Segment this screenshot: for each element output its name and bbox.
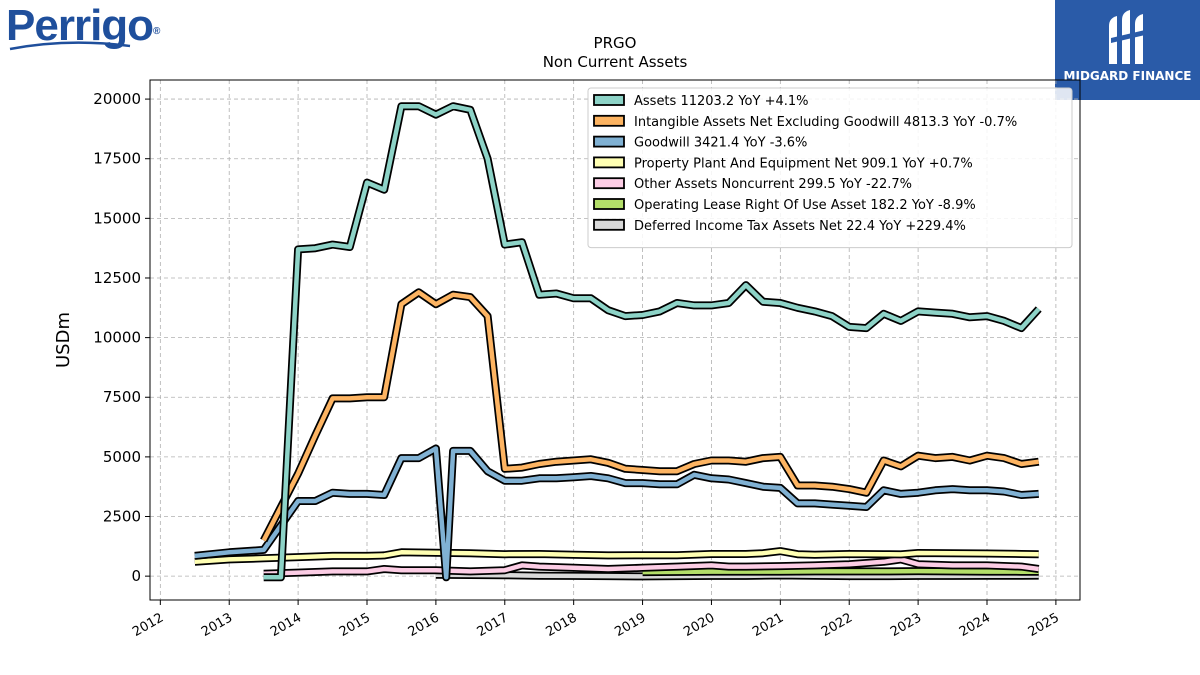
legend-label: Deferred Income Tax Assets Net 22.4 YoY …	[634, 219, 966, 234]
midgard-logo-text: MIDGARD FINANCE	[1063, 69, 1192, 83]
perrigo-swoosh-icon	[9, 41, 131, 51]
midgard-mark-icon	[1109, 10, 1145, 64]
x-tick-label: 2018	[544, 610, 580, 640]
legend-swatch	[593, 135, 625, 148]
chart-title: PRGO	[594, 34, 637, 52]
x-tick-label: 2017	[475, 610, 511, 640]
y-tick-label: 0	[131, 567, 141, 585]
registered-mark: ®	[153, 26, 160, 37]
series-line-assets	[263, 103, 1041, 580]
chart-subtitle: Non Current Assets	[543, 53, 688, 71]
y-tick-label: 7500	[103, 388, 141, 406]
legend-swatch	[593, 177, 625, 190]
legend-label: Operating Lease Right Of Use Asset 182.2…	[634, 198, 976, 213]
y-tick-label: 2500	[103, 508, 141, 526]
x-tick-label: 2015	[337, 610, 373, 640]
x-tick-label: 2014	[268, 610, 304, 640]
y-axis-label: USDm	[53, 312, 74, 368]
y-tick-label: 12500	[93, 269, 141, 287]
legend-label: Intangible Assets Net Excluding Goodwill…	[634, 115, 1017, 130]
legend-swatch	[593, 198, 625, 210]
y-tick-label: 17500	[93, 150, 141, 168]
x-tick-label: 2022	[819, 610, 855, 640]
y-tick-label: 20000	[93, 90, 141, 108]
legend-label: Other Assets Noncurrent 299.5 YoY -22.7%	[634, 177, 912, 192]
legend-swatch	[593, 156, 625, 169]
series-line-intangible-assets-net-excluding-goodwill	[261, 290, 1039, 542]
plot-frame	[149, 79, 1081, 601]
x-tick-label: 2020	[681, 610, 717, 640]
series-line-operating-lease-right-of-use-asset	[642, 568, 1039, 575]
x-tick-label: 2012	[130, 610, 166, 640]
legend-label: Property Plant And Equipment Net 909.1 Y…	[634, 156, 973, 171]
midgard-finance-logo: MIDGARD FINANCE	[1055, 0, 1200, 100]
x-tick-label: 2024	[957, 610, 993, 640]
legend-label: Goodwill 3421.4 YoY -3.6%	[634, 136, 807, 151]
y-axis: 0 2500 5000 7500 10000 12500 15000 17500 20000	[93, 90, 150, 585]
legend: Assets 11203.2 YoY +4.1% Intangible Asset…	[587, 87, 1073, 249]
series-line-deferred-income-tax-assets-net	[435, 572, 1039, 579]
x-tick-label: 2021	[750, 610, 786, 640]
x-axis: 2012 2013 2014 2015 2016 2017 2018 2019 2020 2021…	[130, 600, 1062, 640]
x-tick-label: 2013	[199, 610, 235, 640]
x-tick-label: 2016	[406, 610, 442, 640]
legend-swatch	[593, 114, 625, 127]
series-outline-intangible-assets-net-excluding-goodwill	[260, 288, 1040, 543]
series-line-goodwill	[194, 446, 1039, 580]
x-tick-label: 2019	[612, 610, 648, 640]
series-layer	[194, 102, 1042, 582]
x-tick-label: 2023	[888, 610, 924, 640]
y-tick-label: 10000	[93, 329, 141, 347]
series-line-property-plant-and-equipment-net	[194, 548, 1039, 565]
x-tick-label: 2025	[1026, 610, 1062, 640]
series-line-other-assets-noncurrent	[263, 557, 1040, 577]
y-tick-label: 15000	[93, 209, 141, 227]
legend-label: Assets 11203.2 YoY +4.1%	[634, 94, 809, 109]
legend-swatch	[593, 218, 625, 231]
legend-box	[587, 87, 1073, 249]
y-tick-label: 5000	[103, 448, 141, 466]
legend-swatch	[593, 94, 625, 106]
